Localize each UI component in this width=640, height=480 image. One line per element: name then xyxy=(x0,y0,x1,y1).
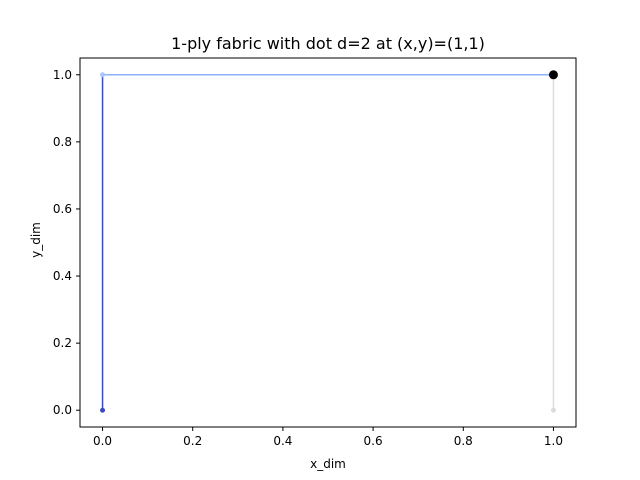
data-point-1 xyxy=(100,72,106,78)
plot-area: 0.0 0.2 0.4 0.6 0.8 1.0 0.0 0.2 0.4 0.6 0.8 1.0 xyxy=(53,57,577,448)
x-tick-label-0: 0.0 xyxy=(93,434,112,448)
y-tick-label-4: 0.8 xyxy=(53,135,72,149)
x-tick-label-3: 0.6 xyxy=(364,434,383,448)
chart-title: 1-ply fabric with dot d=2 at (x,y)=(1,1) xyxy=(171,34,485,53)
y-tick-label-1: 0.2 xyxy=(53,336,72,350)
y-tick-label-0: 0.0 xyxy=(53,403,72,417)
x-tick-label-2: 0.4 xyxy=(273,434,292,448)
y-axis-label: y_dim xyxy=(29,222,43,258)
x-tick-label-5: 1.0 xyxy=(544,434,563,448)
data-point-2 xyxy=(550,407,556,413)
y-tick-label-3: 0.6 xyxy=(53,202,72,216)
axes-frame xyxy=(79,57,577,428)
data-point-0 xyxy=(100,407,106,413)
dot-marker xyxy=(548,70,558,80)
x-tick-label-1: 0.2 xyxy=(183,434,202,448)
x-tick-label-4: 0.8 xyxy=(454,434,473,448)
y-tick-label-2: 0.4 xyxy=(53,269,72,283)
y-tick-label-5: 1.0 xyxy=(53,68,72,82)
x-axis-label: x_dim xyxy=(310,457,346,471)
